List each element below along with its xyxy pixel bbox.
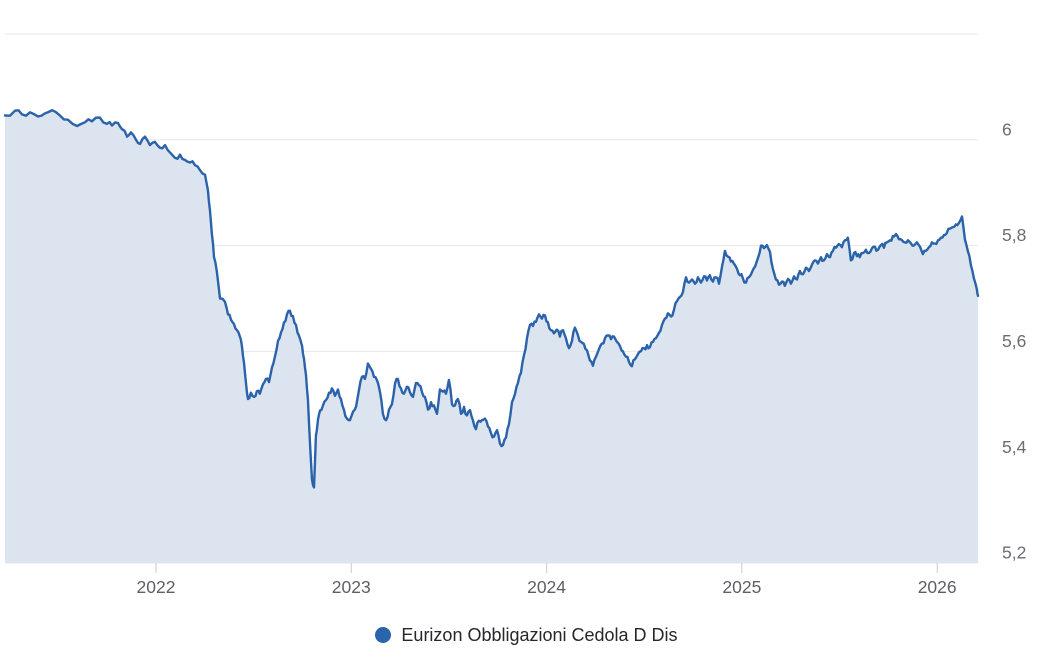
x-axis-label: 2024 [527, 577, 566, 597]
y-axis-label: 6 [1002, 119, 1012, 139]
y-axis-label: 5,4 [1002, 437, 1027, 457]
x-axis-label: 2023 [332, 577, 371, 597]
series-area [5, 110, 978, 563]
series-line[interactable] [3, 109, 980, 489]
x-axis-label: 2025 [722, 577, 761, 597]
y-axis-label: 5,6 [1002, 331, 1026, 351]
x-axis-label: 2022 [137, 577, 176, 597]
y-axis-label: 5,8 [1002, 225, 1026, 245]
chart-legend[interactable]: Eurizon Obbligazioni Cedola D Dis [0, 619, 1053, 651]
x-axis-label: 2026 [918, 577, 957, 597]
y-axis-label: 5,2 [1002, 543, 1026, 563]
legend-label: Eurizon Obbligazioni Cedola D Dis [401, 625, 678, 645]
legend-marker-icon [375, 627, 392, 643]
